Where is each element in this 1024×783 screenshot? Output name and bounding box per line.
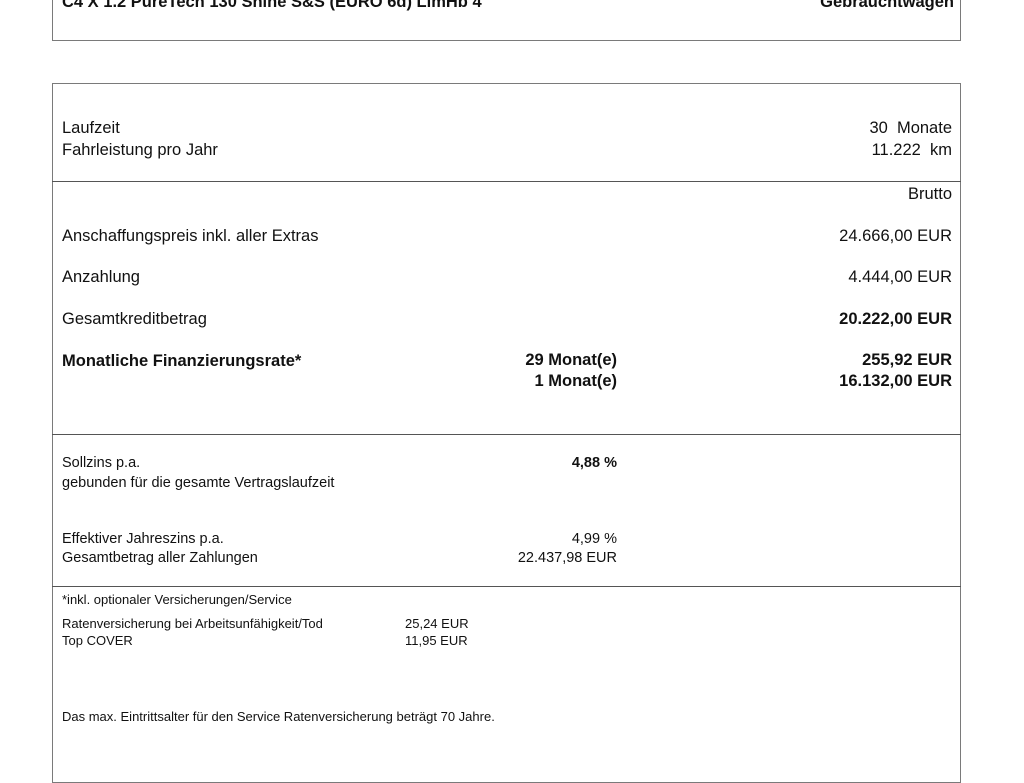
gesamtbetrag-value: 22.437,98 EUR [517,550,617,566]
anschaffung-value: 24.666,00 EUR [839,227,952,245]
sollzins-note: gebunden für die gesamte Vertragslaufzei… [62,475,335,491]
sollzins-value: 4,88 % [571,455,617,471]
financing-box [52,83,961,783]
vehicle-condition: Gebrauchtwagen [820,0,954,11]
insurance-item-label: Ratenversicherung bei Arbeitsunfähigkeit… [62,616,323,631]
header-box [52,0,961,41]
rate2-value: 16.132,00 EUR [839,372,952,390]
gesamtbetrag-label: Gesamtbetrag aller Zahlungen [62,550,258,566]
fahrleistung-label: Fahrleistung pro Jahr [62,141,218,159]
effektiv-value: 4,99 % [571,531,617,547]
rate2-months: 1 Monat(e) [534,372,618,390]
divider [52,434,961,435]
effektiv-label: Effektiver Jahreszins p.a. [62,531,224,547]
gesamtkredit-label: Gesamtkreditbetrag [62,310,207,328]
sollzins-label: Sollzins p.a. [62,455,141,471]
insurance-note: *inkl. optionaler Versicherungen/Service [62,592,292,607]
insurance-item-value: 11,95 EUR [405,633,468,648]
divider [52,181,961,182]
anschaffung-label: Anschaffungspreis inkl. aller Extras [62,227,319,245]
anzahlung-value: 4.444,00 EUR [848,268,952,286]
divider [52,586,961,587]
rate1-months: 29 Monat(e) [525,351,617,369]
rate1-value: 255,92 EUR [862,351,952,369]
insurance-item-value: 25,24 EUR [405,616,469,631]
laufzeit-value: 30 Monate [869,119,952,137]
brutto-header: Brutto [907,185,952,203]
vehicle-model: C4 X 1.2 PureTech 130 Shine S&S (EURO 6d… [62,0,482,11]
insurance-item-label: Top COVER [62,633,133,648]
gesamtkredit-value: 20.222,00 EUR [839,310,952,328]
anzahlung-label: Anzahlung [62,268,140,286]
fahrleistung-value: 11.222 km [871,141,952,159]
insurance-footer: Das max. Eintrittsalter für den Service … [62,709,495,724]
laufzeit-label: Laufzeit [62,119,120,137]
rate-label: Monatliche Finanzierungsrate* [62,352,302,370]
